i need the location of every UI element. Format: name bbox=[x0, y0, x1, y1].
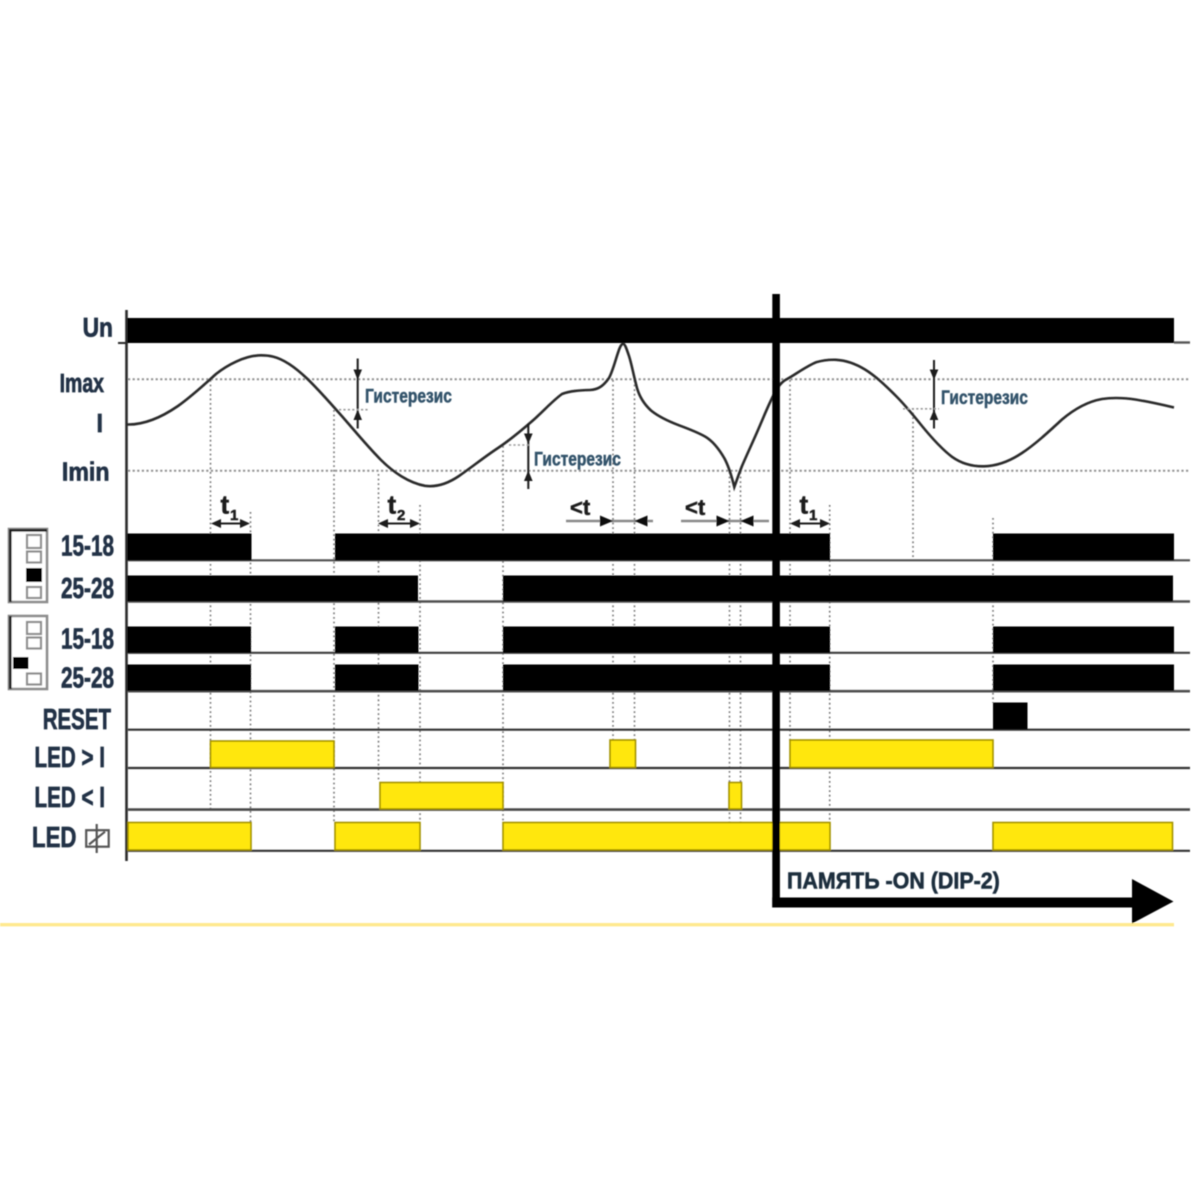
svg-text:Гистерезис: Гистерезис bbox=[941, 386, 1028, 408]
svg-text:15-18: 15-18 bbox=[61, 623, 114, 655]
svg-text:2: 2 bbox=[397, 507, 405, 524]
svg-text:ПАМЯТЬ -ON (DIP-2): ПАМЯТЬ -ON (DIP-2) bbox=[787, 868, 1000, 894]
svg-text:LED < I: LED < I bbox=[35, 781, 105, 813]
svg-text:Imin: Imin bbox=[62, 459, 110, 488]
svg-text:1: 1 bbox=[809, 507, 817, 524]
svg-text:<t: <t bbox=[570, 495, 591, 520]
svg-text:15-18: 15-18 bbox=[61, 530, 114, 562]
svg-text:t: t bbox=[221, 490, 230, 520]
svg-text:Imax: Imax bbox=[60, 368, 105, 397]
svg-text:LED: LED bbox=[32, 822, 76, 853]
svg-text:RESET: RESET bbox=[43, 704, 112, 736]
svg-text:25-28: 25-28 bbox=[61, 662, 114, 694]
svg-text:1: 1 bbox=[230, 507, 238, 524]
svg-text:Un: Un bbox=[83, 313, 113, 343]
svg-text:25-28: 25-28 bbox=[61, 573, 114, 605]
svg-text:Гистерезис: Гистерезис bbox=[534, 448, 621, 470]
svg-text:Гистерезис: Гистерезис bbox=[365, 385, 452, 407]
svg-text:t: t bbox=[388, 490, 397, 520]
svg-text:<t: <t bbox=[685, 495, 706, 520]
svg-text:LED > I: LED > I bbox=[35, 741, 105, 773]
svg-text:I: I bbox=[96, 410, 103, 438]
svg-text:t: t bbox=[800, 490, 809, 520]
